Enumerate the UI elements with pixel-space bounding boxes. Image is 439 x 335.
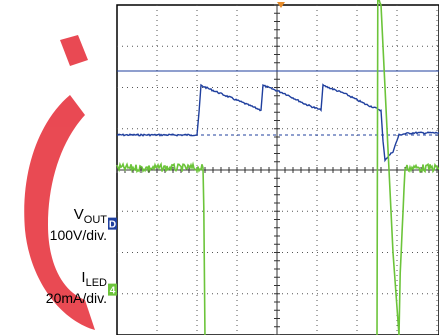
channel-marker-2 (108, 283, 117, 296)
vout-scale: 100V/div. (49, 227, 107, 243)
vout-subscript: OUT (83, 214, 107, 226)
iled-subscript: LED (85, 277, 107, 289)
trace-v-out (116, 83, 439, 163)
iled-name: I (81, 269, 86, 286)
trigger-marker (277, 2, 285, 8)
reference-levels (117, 70, 439, 136)
traces (116, 0, 439, 335)
trace-i-led (116, 0, 439, 335)
graticule (116, 4, 439, 335)
vout-label: VOUT 100V/div. (50, 207, 107, 242)
channel-markers: D4 (108, 217, 117, 297)
channel-marker-1 (108, 217, 117, 230)
vout-name: V (73, 206, 84, 223)
channel-marker-label: D (109, 220, 116, 231)
iled-scale: 20mA/div. (45, 290, 107, 306)
iled-label: ILED 20mA/div. (46, 270, 107, 305)
channel-marker-label: 4 (110, 286, 116, 297)
